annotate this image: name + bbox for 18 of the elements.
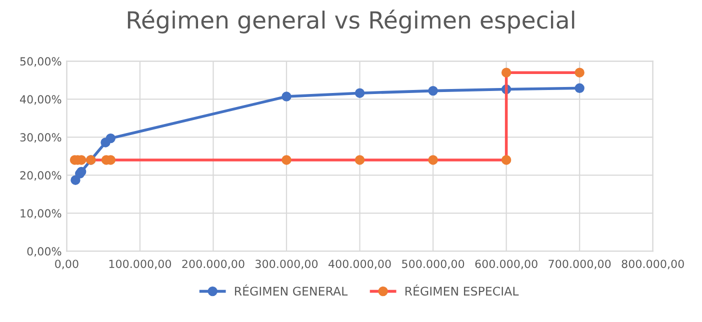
x-tick-label: 500.000,00 [402,260,464,270]
x-tick-label: 800.000,00 [622,260,684,270]
x-tick-label: 700.000,00 [548,260,611,270]
x-tick-label: 0,00 [55,260,78,270]
y-tick-label: 20,00% [20,171,62,181]
y-tick-label: 30,00% [20,133,62,143]
x-tick-label: 400.000,00 [328,260,391,270]
y-tick-label: 0,00% [27,247,62,257]
x-tick-label: 200.000,00 [182,260,244,270]
y-tick-label: 50,00% [20,57,62,67]
legend-label: RÉGIMEN ESPECIAL [405,284,519,296]
x-tick-label: 100.000,00 [109,260,172,270]
y-tick-label: 40,00% [20,95,62,105]
x-tick-label: 600.000,00 [475,260,538,270]
x-tick-label: 300.000,00 [256,260,318,270]
chart-title: Régimen general vs Régimen especial [128,10,574,34]
legend-label: RÉGIMEN GENERAL [235,284,348,296]
y-tick-label: 10,00% [20,209,62,219]
